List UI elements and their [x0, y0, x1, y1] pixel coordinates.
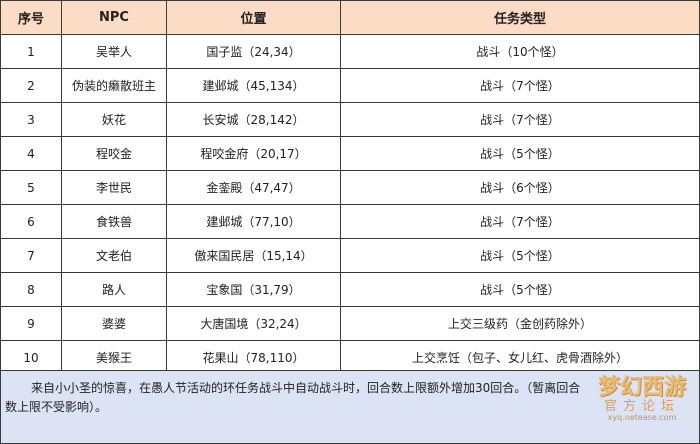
table-row: 1 吴举人 国子监（24,34） 战斗（10个怪）: [0, 34, 700, 69]
cell-location: 金銮殿（47,47）: [166, 170, 341, 205]
cell-task-type: 战斗（10个怪）: [340, 34, 700, 69]
cell-index: 1: [0, 34, 62, 69]
table-row: 6 食铁兽 建邺城（77,10） 战斗（7个怪）: [0, 204, 700, 239]
cell-location: 傲来国民居（15,14）: [166, 238, 341, 273]
cell-npc: 美猴王: [61, 340, 167, 375]
cell-task-type: 战斗（7个怪）: [340, 204, 700, 239]
cell-npc: 李世民: [61, 170, 167, 205]
cell-location: 宝象国（31,79）: [166, 272, 341, 307]
table-row: 5 李世民 金銮殿（47,47） 战斗（6个怪）: [0, 170, 700, 205]
cell-task-type: 战斗（6个怪）: [340, 170, 700, 205]
cell-npc: 婆婆: [61, 306, 167, 341]
cell-index: 5: [0, 170, 62, 205]
note-box: 来自小小圣的惊喜，在愚人节活动的环任务战斗中自动战斗时，回合数上限额外增加30回…: [0, 370, 700, 444]
table-row: 3 妖花 长安城（28,142） 战斗（7个怪）: [0, 102, 700, 137]
cell-npc: 食铁兽: [61, 204, 167, 239]
cell-npc: 吴举人: [61, 34, 167, 69]
watermark-logo-text: 梦幻西游: [597, 375, 686, 400]
cell-location: 程咬金府（20,17）: [166, 136, 341, 171]
cell-npc: 程咬金: [61, 136, 167, 171]
cell-task-type: 战斗（7个怪）: [340, 68, 700, 103]
cell-task-type: 上交烹饪（包子、女儿红、虎骨酒除外）: [340, 340, 700, 375]
cell-index: 10: [0, 340, 62, 375]
cell-location: 建邺城（45,134）: [166, 68, 341, 103]
cell-location: 大唐国境（32,24）: [166, 306, 341, 341]
cell-location: 长安城（28,142）: [166, 102, 341, 137]
cell-task-type: 战斗（5个怪）: [340, 136, 700, 171]
header-task-type: 任务类型: [340, 0, 700, 35]
note-text: 来自小小圣的惊喜，在愚人节活动的环任务战斗中自动战斗时，回合数上限额外增加30回…: [5, 381, 581, 414]
cell-npc: 妖花: [61, 102, 167, 137]
table-row: 2 伪装的癞散班主 建邺城（45,134） 战斗（7个怪）: [0, 68, 700, 103]
cell-npc: 文老伯: [61, 238, 167, 273]
cell-npc: 路人: [61, 272, 167, 307]
cell-index: 8: [0, 272, 62, 307]
watermark-url-text: xyq.netease.com: [607, 413, 677, 423]
cell-task-type: 战斗（5个怪）: [340, 238, 700, 273]
watermark-sub-text: 官方论坛: [603, 399, 680, 415]
cell-index: 2: [0, 68, 62, 103]
table-row: 9 婆婆 大唐国境（32,24） 上交三级药（金创药除外）: [0, 306, 700, 341]
header-location: 位置: [166, 0, 341, 35]
cell-location: 建邺城（77,10）: [166, 204, 341, 239]
table-row: 8 路人 宝象国（31,79） 战斗（5个怪）: [0, 272, 700, 307]
cell-location: 国子监（24,34）: [166, 34, 341, 69]
cell-task-type: 上交三级药（金创药除外）: [340, 306, 700, 341]
cell-task-type: 战斗（7个怪）: [340, 102, 700, 137]
table-row: 4 程咬金 程咬金府（20,17） 战斗（5个怪）: [0, 136, 700, 171]
task-table: 序号 NPC 位置 任务类型 1 吴举人 国子监（24,34） 战斗（10个怪） 2 伪装…: [0, 0, 700, 375]
header-npc: NPC: [61, 0, 167, 35]
cell-index: 7: [0, 238, 62, 273]
table-row: 7 文老伯 傲来国民居（15,14） 战斗（5个怪）: [0, 238, 700, 273]
cell-index: 4: [0, 136, 62, 171]
header-index: 序号: [0, 0, 62, 35]
cell-index: 6: [0, 204, 62, 239]
cell-npc: 伪装的癞散班主: [61, 68, 167, 103]
cell-index: 9: [0, 306, 62, 341]
table-header: 序号 NPC 位置 任务类型: [0, 0, 700, 35]
cell-index: 3: [0, 102, 62, 137]
cell-task-type: 战斗（5个怪）: [340, 272, 700, 307]
table-row: 10 美猴王 花果山（78,110） 上交烹饪（包子、女儿红、虎骨酒除外）: [0, 340, 700, 375]
watermark-logo: 梦幻西游 官方论坛 xyq.netease.com: [590, 375, 694, 440]
